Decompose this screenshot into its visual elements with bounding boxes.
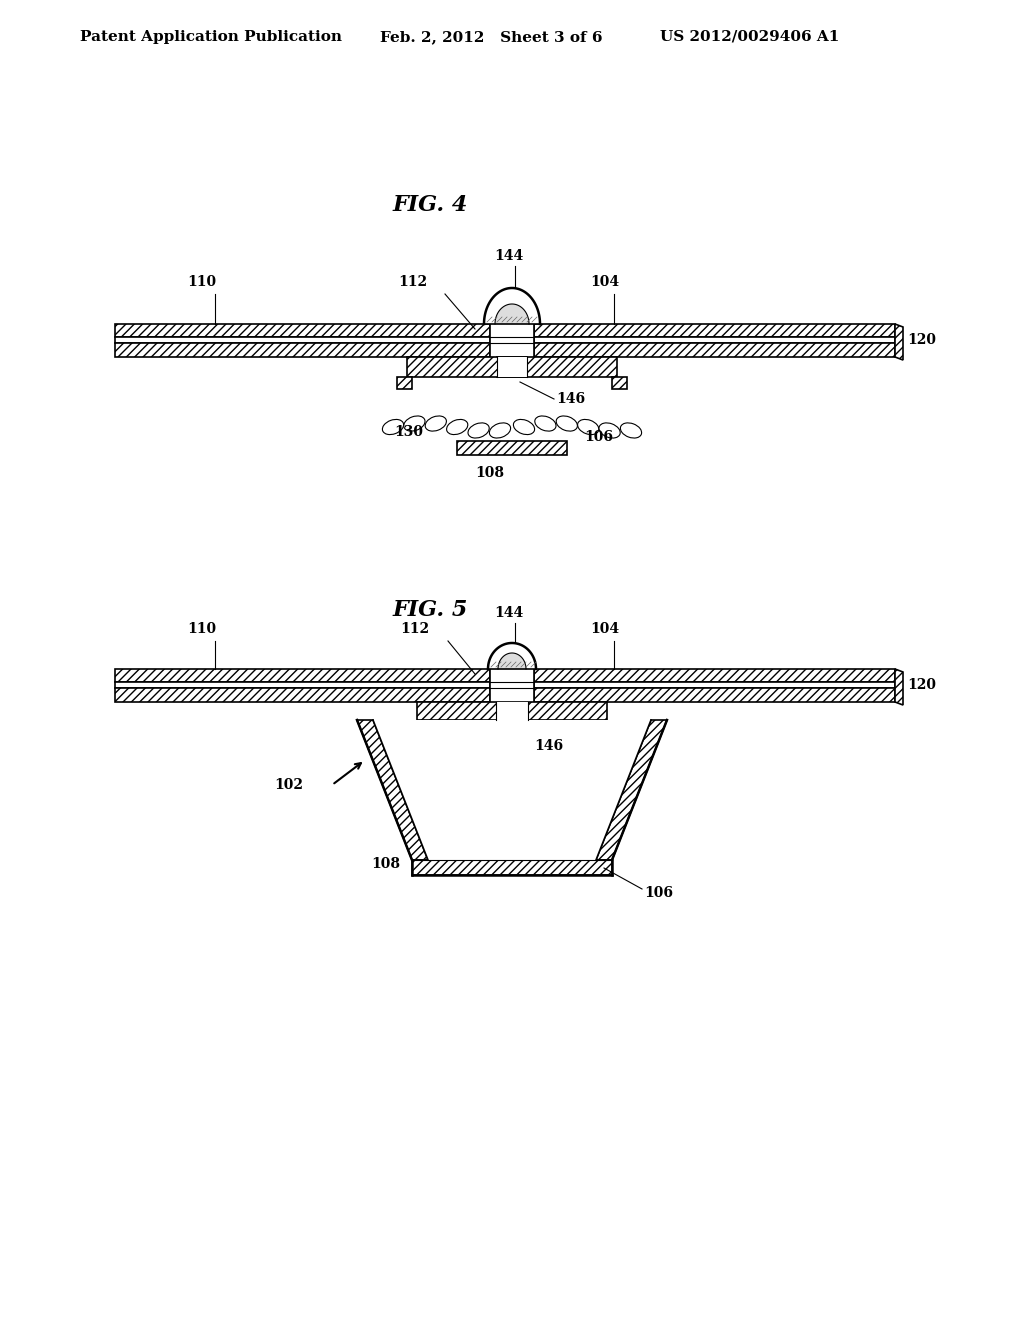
Polygon shape	[497, 356, 527, 378]
Text: 146: 146	[556, 392, 585, 407]
Polygon shape	[895, 669, 903, 705]
Polygon shape	[490, 669, 534, 702]
Text: US 2012/0029406 A1: US 2012/0029406 A1	[660, 30, 840, 44]
Text: 106: 106	[584, 430, 613, 444]
Ellipse shape	[556, 416, 578, 432]
Ellipse shape	[446, 420, 468, 434]
Polygon shape	[115, 688, 490, 702]
Text: 146: 146	[534, 739, 563, 752]
Text: 106: 106	[644, 886, 673, 900]
Ellipse shape	[621, 422, 642, 438]
Polygon shape	[534, 337, 895, 343]
Ellipse shape	[513, 420, 535, 434]
Text: 144: 144	[494, 249, 523, 263]
Text: 108: 108	[475, 466, 505, 480]
Polygon shape	[497, 356, 527, 378]
Text: 120: 120	[907, 333, 936, 347]
Text: 144: 144	[494, 606, 523, 620]
Polygon shape	[490, 323, 534, 356]
Polygon shape	[115, 669, 490, 682]
Ellipse shape	[599, 422, 621, 438]
Polygon shape	[115, 323, 490, 337]
Polygon shape	[115, 337, 490, 343]
Text: FIG. 5: FIG. 5	[392, 599, 468, 620]
Polygon shape	[357, 719, 428, 861]
Polygon shape	[498, 653, 526, 669]
Polygon shape	[457, 441, 567, 455]
Text: 104: 104	[590, 275, 620, 289]
Polygon shape	[496, 702, 528, 719]
Ellipse shape	[535, 416, 556, 432]
Ellipse shape	[403, 416, 425, 432]
Polygon shape	[417, 702, 607, 719]
Text: 102: 102	[274, 777, 303, 792]
Polygon shape	[596, 719, 667, 861]
Text: 108: 108	[371, 857, 400, 871]
Ellipse shape	[382, 420, 403, 434]
Polygon shape	[115, 343, 490, 356]
Polygon shape	[534, 682, 895, 688]
Polygon shape	[484, 288, 540, 323]
Ellipse shape	[489, 422, 511, 438]
Polygon shape	[534, 323, 895, 337]
Polygon shape	[534, 688, 895, 702]
Polygon shape	[534, 343, 895, 356]
Text: 130: 130	[394, 425, 423, 440]
Ellipse shape	[468, 422, 489, 438]
Text: 112: 112	[400, 622, 429, 636]
Polygon shape	[495, 304, 529, 323]
Text: 104: 104	[590, 622, 620, 636]
Polygon shape	[895, 323, 903, 360]
Text: 112: 112	[398, 275, 427, 289]
Polygon shape	[412, 861, 612, 875]
Text: 110: 110	[187, 622, 216, 636]
Polygon shape	[373, 719, 651, 861]
Polygon shape	[534, 669, 895, 682]
Ellipse shape	[578, 420, 599, 434]
Text: Patent Application Publication: Patent Application Publication	[80, 30, 342, 44]
Text: Feb. 2, 2012   Sheet 3 of 6: Feb. 2, 2012 Sheet 3 of 6	[380, 30, 602, 44]
Polygon shape	[397, 378, 412, 389]
Polygon shape	[115, 682, 490, 688]
Polygon shape	[407, 356, 617, 378]
Text: 110: 110	[187, 275, 216, 289]
Text: 120: 120	[907, 678, 936, 692]
Polygon shape	[612, 378, 627, 389]
Polygon shape	[488, 643, 536, 669]
Ellipse shape	[425, 416, 446, 432]
Text: FIG. 4: FIG. 4	[392, 194, 468, 216]
